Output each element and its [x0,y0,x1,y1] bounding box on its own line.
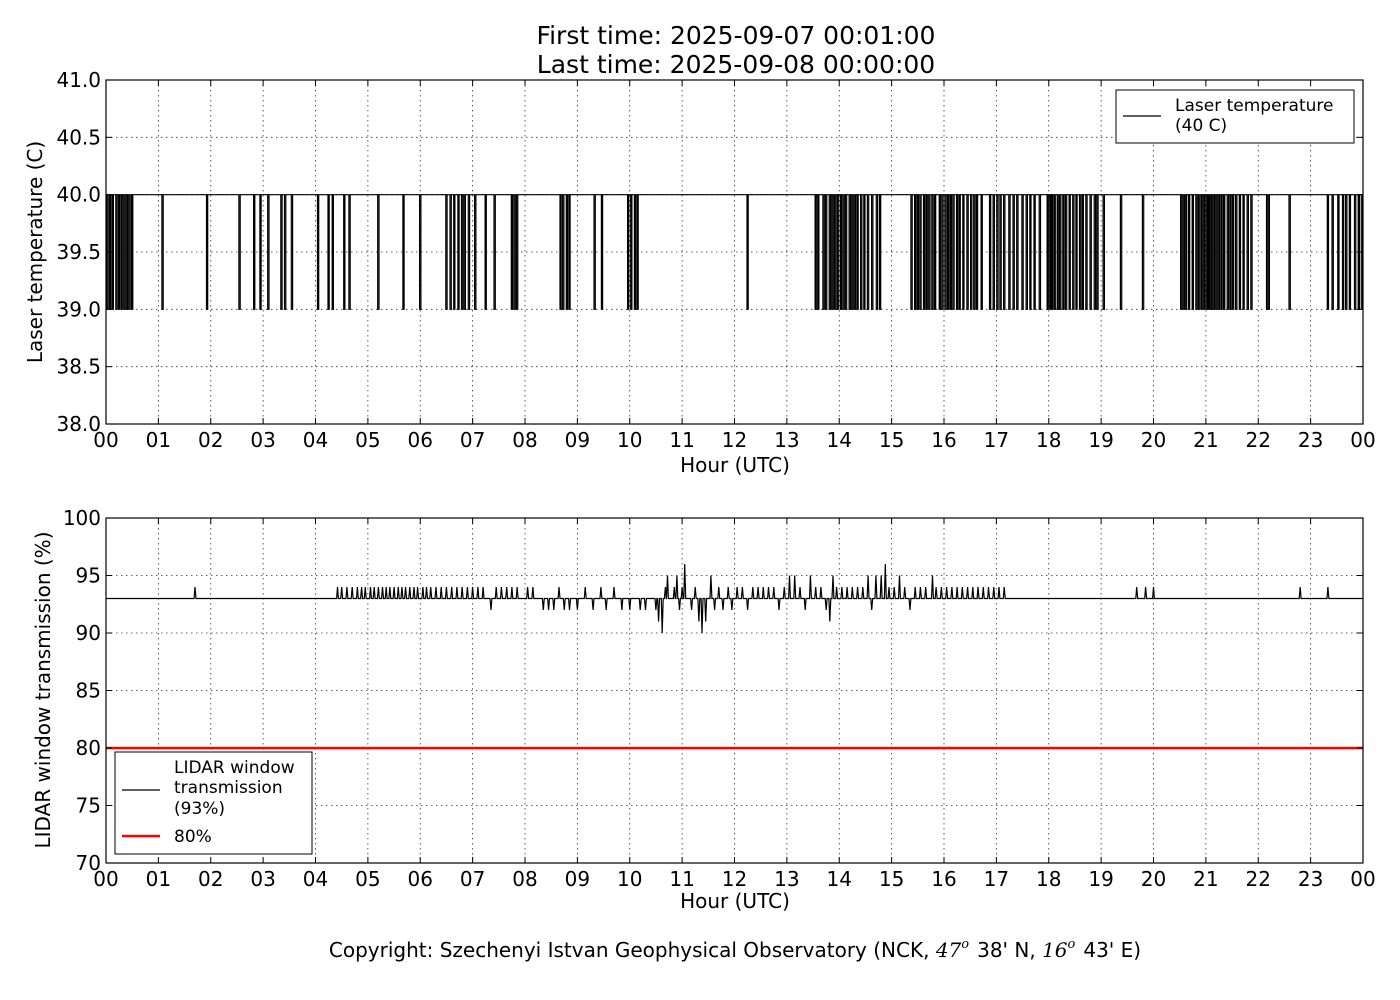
bottom-x-tick-label: 01 [146,867,171,891]
bottom-x-tick-label: 12 [722,867,747,891]
top-y-tick-label: 39.5 [56,240,101,264]
copyright-lat-deg-symbol: o [961,937,969,952]
bottom-legend-label-2: 80% [174,827,212,847]
top-x-tick-label: 04 [303,428,328,452]
top-x-tick-label: 16 [931,428,956,452]
bottom-tick-marks [105,517,1364,864]
top-x-tick-label: 14 [827,428,852,452]
bottom-x-tick-label: 00 [1350,867,1375,891]
top-legend: Laser temperature (40 C) [1115,89,1355,144]
top-x-tick-label: 00 [1350,428,1375,452]
bottom-y-tick-labels: 70 75 80 85 90 95 100 [63,506,101,875]
copyright-lon-deg-symbol: o [1068,937,1076,952]
bottom-legend: LIDAR window transmission (93%) 80% [114,751,313,855]
bottom-x-tick-label: 14 [827,867,852,891]
bottom-x-tick-label: 15 [879,867,904,891]
bottom-x-tick-label: 03 [250,867,275,891]
bottom-y-tick-label: 95 [76,564,101,588]
laser-temperature-chart: 00 01 02 03 04 05 06 07 08 09 10 11 12 13 14 15 16 17 18 19… [23,68,1376,477]
top-x-tick-label: 18 [1036,428,1061,452]
bottom-x-tick-label: 19 [1088,867,1113,891]
bottom-x-tick-label: 20 [1141,867,1166,891]
bottom-y-tick-label: 90 [76,621,101,645]
bottom-y-tick-label: 100 [63,506,101,530]
top-y-tick-label: 39.0 [56,297,101,321]
top-y-tick-label: 38.0 [56,412,101,436]
top-y-tick-labels: 38.0 38.5 39.0 39.5 40.0 40.5 41.0 [56,68,101,436]
copyright-prefix: Copyright: Szechenyi Istvan Geophysical … [329,938,936,962]
bottom-x-tick-label: 00 [93,867,118,891]
bottom-x-tick-label: 07 [460,867,485,891]
title-line-1: First time: 2025-09-07 00:01:00 [537,21,936,50]
bottom-y-tick-label: 85 [76,679,101,703]
top-x-tick-label: 22 [1246,428,1271,452]
bottom-x-tick-label: 02 [198,867,223,891]
top-x-tick-label: 19 [1088,428,1113,452]
top-x-tick-label: 17 [984,428,1009,452]
bottom-x-tick-label: 11 [669,867,694,891]
bottom-x-tick-label: 04 [303,867,328,891]
bottom-y-axis-label: LIDAR window transmission (%) [31,532,55,849]
top-x-tick-labels: 00 01 02 03 04 05 06 07 08 09 10 11 12 13 14 15 16 17 18 19… [93,428,1375,452]
bottom-x-tick-labels: 00 01 02 03 04 05 06 07 08 09 10 11 12 13 14 15 16 17 18 19… [93,867,1375,891]
top-x-tick-label: 00 [93,428,118,452]
top-y-tick-label: 41.0 [56,68,101,92]
lidar-transmission-series-line [106,563,1363,634]
top-legend-label-line-2: (40 C) [1175,116,1227,136]
top-x-tick-label: 03 [250,428,275,452]
top-y-axis-label: Laser temperature (C) [23,141,47,363]
top-x-tick-label: 10 [617,428,642,452]
bottom-x-tick-label: 08 [512,867,537,891]
bottom-x-tick-label: 21 [1193,867,1218,891]
bottom-x-tick-label: 17 [984,867,1009,891]
top-y-tick-label: 40.5 [56,125,101,149]
bottom-x-tick-label: 09 [565,867,590,891]
lidar-transmission-chart: 00 01 02 03 04 05 06 07 08 09 10 11 12 13 14 15 16 17 18 19… [31,506,1376,913]
bottom-x-tick-label: 22 [1246,867,1271,891]
bottom-x-tick-label: 05 [355,867,380,891]
copyright-lat-deg: 47 [935,938,962,962]
bottom-legend-label-1-line-2: transmission [174,778,283,798]
bottom-x-tick-label: 06 [408,867,433,891]
top-legend-label-line-1: Laser temperature [1175,96,1333,116]
copyright-lon-min: 43' E) [1083,938,1141,962]
top-x-tick-label: 09 [565,428,590,452]
bottom-x-tick-label: 23 [1298,867,1323,891]
copyright-lon-deg: 16 [1042,938,1068,962]
top-x-tick-label: 20 [1141,428,1166,452]
top-x-axis-label: Hour (UTC) [680,453,790,477]
top-y-tick-label: 40.0 [56,183,101,207]
top-y-tick-label: 38.5 [56,355,101,379]
top-x-tick-label: 12 [722,428,747,452]
bottom-x-axis-label: Hour (UTC) [680,889,790,913]
bottom-y-tick-label: 75 [76,794,101,818]
bottom-y-tick-label: 70 [76,851,101,875]
bottom-y-tick-label: 80 [76,736,101,760]
laser-temperature-series-line [106,194,1364,310]
top-x-tick-label: 23 [1298,428,1323,452]
top-x-tick-label: 11 [669,428,694,452]
bottom-x-tick-label: 16 [931,867,956,891]
top-x-tick-label: 05 [355,428,380,452]
top-x-tick-label: 13 [774,428,799,452]
bottom-x-tick-label: 18 [1036,867,1061,891]
top-x-tick-label: 21 [1193,428,1218,452]
top-tick-marks [105,79,1364,425]
title-line-2: Last time: 2025-09-08 00:00:00 [537,50,935,79]
top-x-tick-label: 15 [879,428,904,452]
bottom-x-tick-label: 13 [774,867,799,891]
top-x-tick-label: 02 [198,428,223,452]
bottom-legend-label-1-line-3: (93%) [174,799,225,819]
top-x-tick-label: 01 [146,428,171,452]
top-x-tick-label: 08 [512,428,537,452]
copyright-lat-min: 38' N, [977,938,1042,962]
top-x-tick-label: 06 [408,428,433,452]
bottom-x-tick-label: 10 [617,867,642,891]
bottom-legend-label-1-line-1: LIDAR window [174,758,295,778]
copyright-text: Copyright: Szechenyi Istvan Geophysical … [329,937,1141,962]
top-x-tick-label: 07 [460,428,485,452]
